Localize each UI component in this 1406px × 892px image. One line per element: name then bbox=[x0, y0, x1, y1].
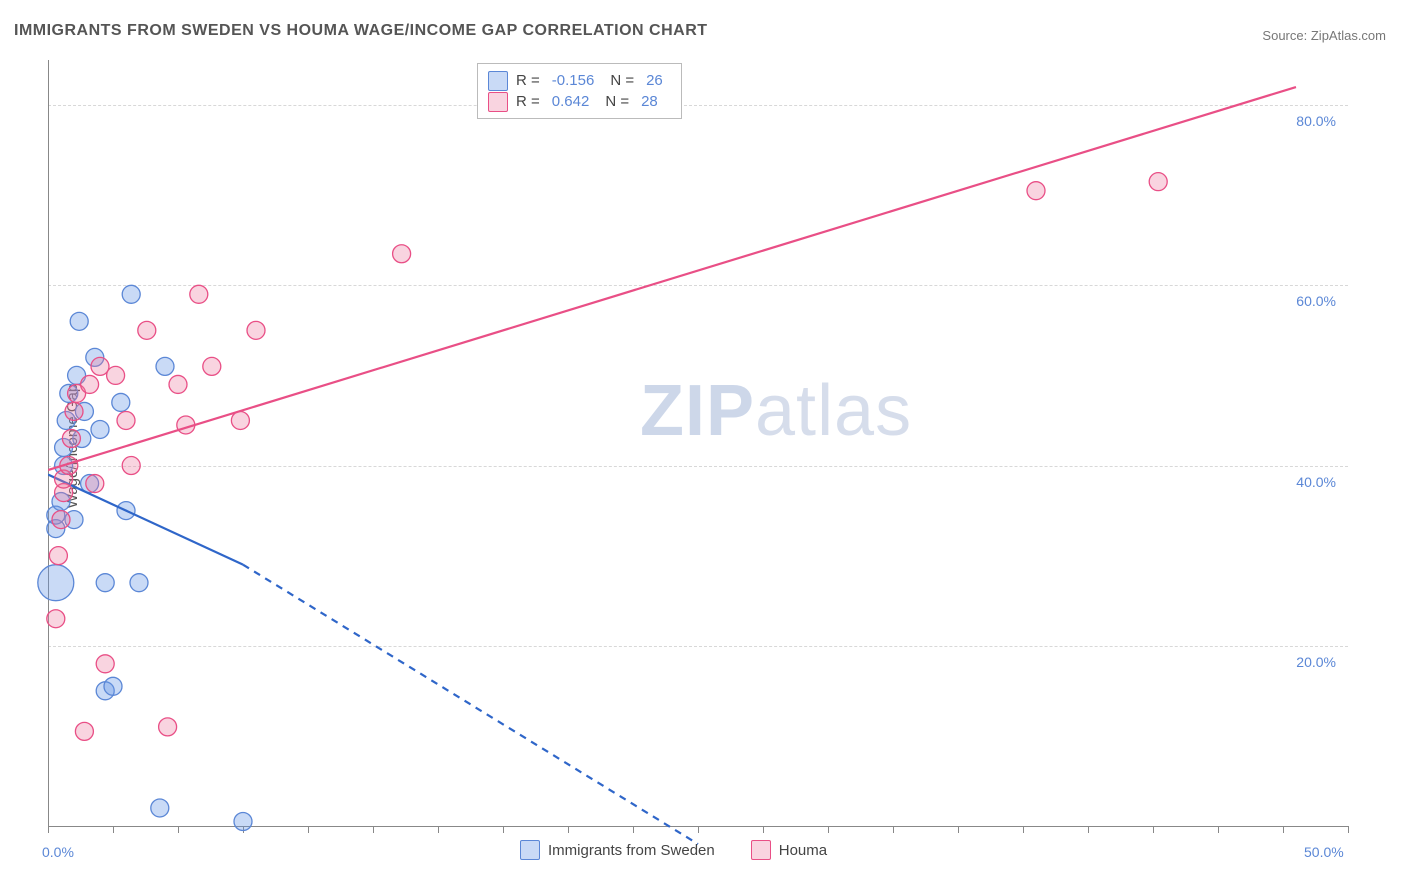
data-point-houma bbox=[81, 375, 99, 393]
data-point-sweden bbox=[91, 420, 109, 438]
data-point-houma bbox=[107, 366, 125, 384]
data-point-houma bbox=[1149, 173, 1167, 191]
data-point-houma bbox=[169, 375, 187, 393]
data-point-sweden bbox=[130, 574, 148, 592]
legend-label: Immigrants from Sweden bbox=[548, 842, 715, 859]
data-point-sweden bbox=[156, 357, 174, 375]
data-point-houma bbox=[138, 321, 156, 339]
data-point-houma bbox=[52, 511, 70, 529]
legend-r-value: 0.642 bbox=[552, 91, 590, 112]
data-point-houma bbox=[117, 411, 135, 429]
data-point-houma bbox=[47, 610, 65, 628]
data-point-sweden bbox=[112, 393, 130, 411]
data-point-sweden bbox=[234, 812, 252, 830]
data-point-houma bbox=[62, 429, 80, 447]
data-point-houma bbox=[247, 321, 265, 339]
legend-item-sweden: Immigrants from Sweden bbox=[520, 840, 715, 860]
data-point-sweden bbox=[122, 285, 140, 303]
series-legend: Immigrants from Sweden Houma bbox=[520, 840, 827, 860]
legend-label: Houma bbox=[779, 842, 827, 859]
legend-item-houma: Houma bbox=[751, 840, 827, 860]
legend-n-value: 26 bbox=[646, 70, 663, 91]
legend-n-value: 28 bbox=[641, 91, 658, 112]
legend-r-value: -0.156 bbox=[552, 70, 595, 91]
data-point-houma bbox=[159, 718, 177, 736]
legend-row-sweden: R = -0.156 N = 26 bbox=[488, 70, 671, 91]
data-point-houma bbox=[96, 655, 114, 673]
legend-r-label: R = bbox=[516, 91, 540, 112]
data-point-sweden bbox=[70, 312, 88, 330]
data-point-houma bbox=[393, 245, 411, 263]
legend-swatch bbox=[488, 92, 508, 112]
legend-swatch bbox=[751, 840, 771, 860]
data-point-houma bbox=[49, 547, 67, 565]
data-point-houma bbox=[1027, 182, 1045, 200]
data-point-sweden bbox=[104, 677, 122, 695]
legend-swatch bbox=[488, 71, 508, 91]
regression-line bbox=[243, 565, 698, 844]
plot-svg bbox=[0, 0, 1406, 892]
data-point-houma bbox=[203, 357, 221, 375]
data-point-houma bbox=[86, 475, 104, 493]
data-point-houma bbox=[190, 285, 208, 303]
data-point-houma bbox=[65, 402, 83, 420]
data-point-sweden bbox=[38, 565, 74, 601]
legend-row-houma: R = 0.642 N = 28 bbox=[488, 91, 671, 112]
data-point-sweden bbox=[151, 799, 169, 817]
data-point-houma bbox=[75, 722, 93, 740]
legend-n-label: N = bbox=[605, 91, 629, 112]
data-point-houma bbox=[122, 457, 140, 475]
legend-n-label: N = bbox=[610, 70, 634, 91]
legend-swatch bbox=[520, 840, 540, 860]
data-point-houma bbox=[231, 411, 249, 429]
data-point-houma bbox=[91, 357, 109, 375]
legend-r-label: R = bbox=[516, 70, 540, 91]
data-point-sweden bbox=[96, 574, 114, 592]
correlation-legend: R = -0.156 N = 26 R = 0.642 N = 28 bbox=[477, 63, 682, 119]
regression-line bbox=[48, 87, 1296, 470]
